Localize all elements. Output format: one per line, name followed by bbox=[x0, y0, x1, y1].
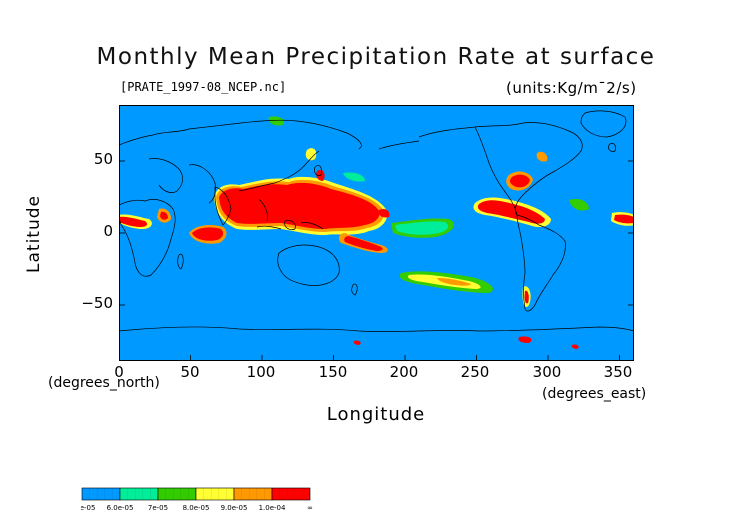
x-tick-label: 350 bbox=[603, 363, 633, 381]
legend-label: 6.0e-05 bbox=[107, 504, 134, 512]
y-tick-label: 50 bbox=[93, 150, 113, 168]
legend-label: 5.0e-05 bbox=[81, 504, 95, 512]
legend-swatch bbox=[81, 487, 121, 501]
legend-swatch bbox=[157, 487, 197, 501]
map-title: Monthly Mean Precipitation Rate at surfa… bbox=[96, 44, 656, 70]
x-tick-label: 250 bbox=[460, 363, 490, 381]
legend-swatch bbox=[195, 487, 235, 501]
legend-swatches bbox=[81, 487, 311, 501]
x-tick-label: 0 bbox=[114, 363, 124, 381]
x-axis-label: Longitude bbox=[326, 404, 426, 425]
coastlines bbox=[119, 110, 634, 332]
x-tick-label: 150 bbox=[318, 363, 348, 381]
legend-swatch bbox=[271, 487, 311, 501]
legend-label: 9.0e-05 bbox=[221, 504, 248, 512]
y-tick-label: −50 bbox=[81, 294, 113, 312]
precipitation-map bbox=[119, 105, 634, 361]
y-axis-unit-note: (degrees_north) bbox=[48, 375, 160, 391]
color-legend: 5.0e-05 6.0e-05 7e-05 8.0e-05 9.0e-05 1.0e-04… bbox=[81, 487, 313, 512]
legend-label: 1.0e-04 bbox=[259, 504, 286, 512]
units-label: (units:Kg/m¯2/s) bbox=[506, 79, 637, 97]
x-tick-label: 100 bbox=[246, 363, 276, 381]
legend-label: ∞ bbox=[307, 504, 313, 512]
x-tick-label: 50 bbox=[180, 363, 200, 381]
legend-swatch bbox=[233, 487, 273, 501]
legend-swatch bbox=[119, 487, 159, 501]
y-tick-label: 0 bbox=[103, 222, 113, 240]
plot-frame bbox=[119, 105, 634, 361]
x-tick-label: 300 bbox=[532, 363, 562, 381]
file-label: [PRATE_1997-08_NCEP.nc] bbox=[120, 80, 287, 94]
legend-label: 8.0e-05 bbox=[183, 504, 210, 512]
x-tick-label: 200 bbox=[389, 363, 419, 381]
y-axis-label: Latitude bbox=[24, 195, 44, 273]
legend-labels: 5.0e-05 6.0e-05 7e-05 8.0e-05 9.0e-05 1.0e-04… bbox=[81, 504, 313, 512]
x-axis-unit-note: (degrees_east) bbox=[542, 386, 647, 402]
legend-label: 7e-05 bbox=[148, 504, 168, 512]
precipitation-bands bbox=[119, 116, 634, 349]
